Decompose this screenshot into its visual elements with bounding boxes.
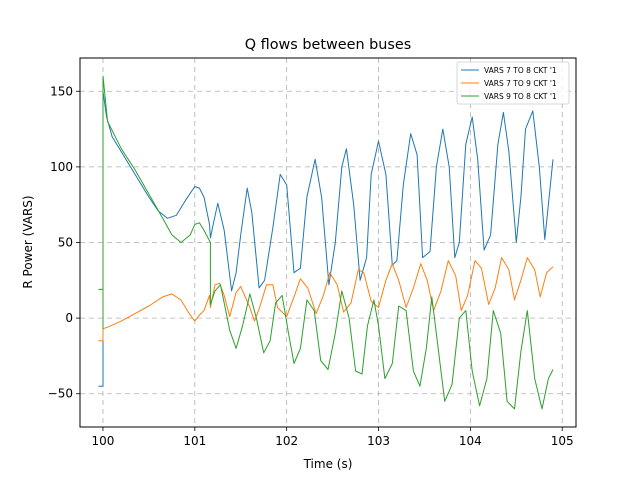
series-lines [98, 75, 554, 410]
y-tick-label: 150 [50, 84, 73, 98]
legend-label: VARS 7 TO 9 CKT '1 [484, 79, 557, 88]
series-line-3 [98, 75, 554, 410]
series-line-2 [98, 257, 554, 342]
y-tick-label: 50 [58, 236, 73, 250]
axis-ticks: 100 101 102 103 104 105 −50 0 50 100 150 [48, 84, 574, 448]
x-tick-label: 103 [367, 434, 390, 448]
legend-label: VARS 7 TO 8 CKT '1 [484, 66, 557, 75]
legend-label: VARS 9 TO 8 CKT '1 [484, 92, 557, 101]
y-tick-label: 0 [65, 311, 73, 325]
x-tick-label: 105 [551, 434, 574, 448]
x-axis-label: Time (s) [303, 457, 353, 471]
x-tick-label: 100 [92, 434, 115, 448]
series-line-1 [98, 90, 554, 387]
y-tick-label: −50 [48, 387, 73, 401]
y-tick-label: 100 [50, 160, 73, 174]
x-tick-label: 101 [183, 434, 206, 448]
x-tick-label: 102 [275, 434, 298, 448]
legend-box [456, 61, 570, 105]
chart-title: Q flows between buses [245, 37, 412, 53]
legend: VARS 7 TO 8 CKT '1 VARS 7 TO 9 CKT '1 VARS… [456, 61, 570, 105]
y-axis-label: R Power (VARS) [21, 195, 35, 288]
x-tick-label: 104 [459, 434, 482, 448]
